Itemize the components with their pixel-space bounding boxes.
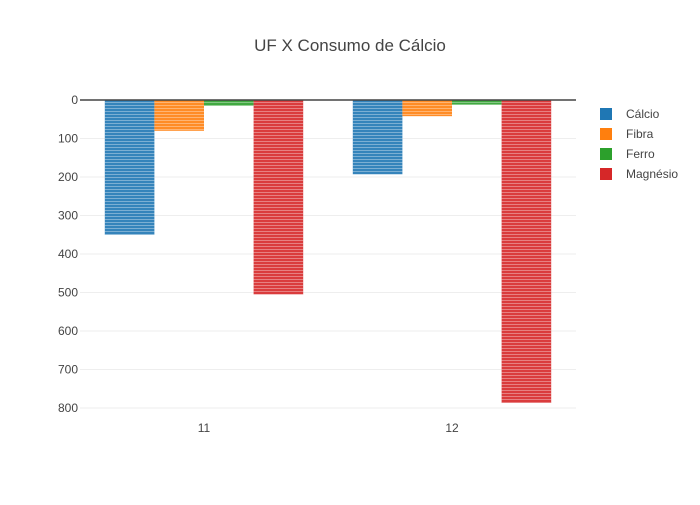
bar-texture (452, 100, 502, 105)
y-tick-label: 300 (58, 209, 78, 223)
y-tick-label: 0 (71, 93, 78, 107)
legend-item-cálcio[interactable]: Cálcio (600, 107, 660, 121)
legend-item-ferro[interactable]: Ferro (600, 147, 655, 161)
legend-swatch (600, 108, 612, 120)
legend-swatch (600, 168, 612, 180)
x-tick-label: 11 (198, 421, 211, 435)
legend-label: Magnésio (626, 167, 678, 181)
legend-label: Cálcio (626, 107, 660, 121)
bar-texture (154, 100, 204, 131)
legend-swatch (600, 148, 612, 160)
y-tick-label: 400 (58, 247, 78, 261)
y-tick-label: 700 (58, 363, 78, 377)
y-tick-label: 800 (58, 401, 78, 415)
legend-swatch (600, 128, 612, 140)
legend-label: Fibra (626, 127, 654, 141)
legend: Cálcio Fibra Ferro Magnésio (600, 107, 678, 181)
bar-texture (352, 100, 403, 175)
bar-texture (402, 100, 452, 117)
grid-lines (80, 138, 576, 409)
y-tick-label: 100 (58, 132, 78, 146)
legend-label: Ferro (626, 147, 655, 161)
bar-texture (104, 100, 155, 235)
legend-item-magnésio[interactable]: Magnésio (600, 167, 678, 181)
bar-texture (253, 100, 304, 295)
chart-title: UF X Consumo de Cálcio (254, 36, 446, 55)
legend-item-fibra[interactable]: Fibra (600, 127, 654, 141)
bars (104, 100, 552, 403)
y-tick-label: 600 (58, 324, 78, 338)
x-tick-label: 12 (445, 421, 459, 435)
bar-texture (501, 100, 552, 403)
y-tick-label: 200 (58, 170, 78, 184)
y-tick-label: 500 (58, 286, 78, 300)
bar-texture (204, 100, 254, 106)
axes: 0 100 200 300 400 500 600 700 800 11 12 (58, 93, 576, 435)
